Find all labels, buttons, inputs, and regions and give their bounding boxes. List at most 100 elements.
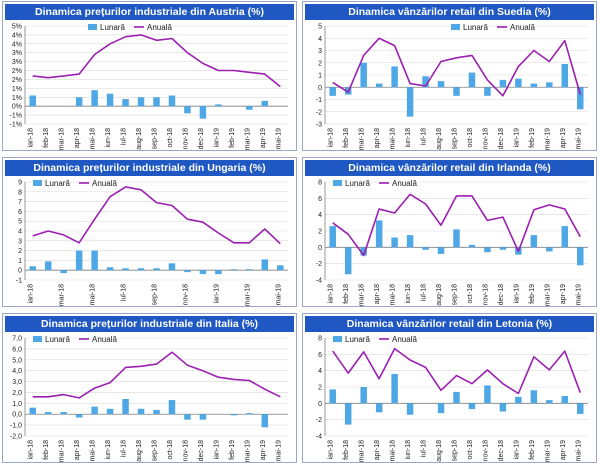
y-tick-label: 4,0: [12, 368, 22, 375]
bar-lunara: [215, 104, 222, 107]
bar-lunara: [406, 87, 414, 117]
bar-lunara: [122, 99, 129, 107]
x-tick-label: mai-19: [575, 284, 582, 306]
x-tick-label: sep-18: [452, 284, 459, 306]
legend-label-lunara: Lunară: [345, 179, 370, 188]
bar-lunara: [561, 226, 569, 248]
y-tick-label: 4: [318, 212, 322, 219]
line-anuala: [332, 193, 581, 257]
bar-lunara: [344, 247, 352, 275]
y-tick-label: -1%: [10, 113, 22, 120]
bar-lunara: [468, 72, 476, 88]
chart-ungaria: -1 0 1 2 3 4 5 6 7 8 9 ian-18 mar-18 mai-18 iul-18 sep-…: [16, 179, 288, 306]
bar-lunara: [499, 403, 507, 412]
legend-label-anuala: Anuală: [92, 179, 117, 188]
y-tick-label: 5: [318, 24, 322, 31]
bar-lunara: [246, 269, 253, 271]
bar-lunara: [261, 414, 269, 428]
x-tick-label: mar-18: [59, 440, 66, 462]
bar-lunara: [577, 87, 584, 110]
x-tick-label: mai-19: [275, 440, 282, 462]
x-tick-label: oct-18: [467, 284, 474, 304]
bar-lunara: [122, 268, 129, 271]
x-tick-label: apr-19: [560, 128, 567, 148]
y-tick-label: -3: [316, 122, 322, 129]
y-tick-label: 0: [18, 268, 22, 275]
x-tick-label: aug-18: [136, 440, 143, 462]
chart-title: Dinamica vânzărilor retail din Letonia (…: [305, 316, 594, 332]
x-tick-label: nov-18: [182, 128, 189, 150]
bar-lunara: [199, 106, 207, 119]
bar-lunara: [199, 414, 207, 420]
bar-lunara: [453, 87, 460, 96]
x-tick-label: feb-19: [529, 128, 536, 148]
x-tick-label: mar-19: [544, 440, 551, 462]
y-tick-label: 8: [18, 189, 22, 196]
x-tick-label: mar-18: [59, 284, 66, 306]
bar-lunara: [246, 413, 253, 415]
x-tick-label: aug-18: [436, 128, 443, 150]
x-tick-label: apr-18: [374, 284, 381, 304]
x-tick-label: iul-18: [121, 440, 128, 457]
bar-lunara: [44, 261, 52, 271]
line-anuala: [32, 351, 281, 399]
x-tick-label: sep-18: [152, 440, 159, 462]
bar-lunara: [406, 235, 414, 248]
x-tick-label: mar-19: [244, 128, 251, 150]
bar-lunara: [577, 247, 584, 266]
x-tick-label: nov-18: [482, 128, 489, 150]
x-tick-label: iul-18: [421, 440, 428, 457]
chart-title: Dinamica prețurilor industriale din Ital…: [5, 316, 294, 332]
bar-lunara: [106, 93, 114, 107]
x-tick-label: dec-18: [498, 128, 505, 150]
bar-lunara: [29, 95, 36, 107]
x-tick-label: ian-18: [28, 128, 35, 148]
legend-label-lunara: Lunară: [463, 23, 488, 32]
chart-title: Dinamica vânzărilor retail din Suedia (%…: [305, 4, 594, 20]
bar-lunara: [360, 387, 367, 404]
bar-lunara: [122, 398, 129, 415]
y-tick-label: 0: [318, 245, 322, 252]
x-tick-label: oct-18: [167, 128, 174, 148]
bar-lunara: [246, 106, 253, 110]
x-tick-label: sep-18: [152, 128, 159, 150]
x-tick-label: oct-18: [167, 440, 174, 460]
y-tick-label: 0: [318, 85, 322, 92]
x-tick-label: apr-18: [374, 440, 381, 460]
x-tick-label: mar-18: [359, 128, 366, 150]
x-tick-label: iun-18: [405, 128, 412, 148]
chart-title: Dinamica prețurilor industriale din Unga…: [5, 160, 294, 176]
bar-lunara: [91, 406, 98, 415]
bar-lunara: [184, 106, 191, 114]
y-tick-label: -1%: [10, 122, 22, 129]
bar-lunara: [406, 403, 414, 415]
x-tick-label: mai-19: [575, 128, 582, 150]
x-tick-label: nov-18: [182, 284, 189, 306]
bar-lunara: [515, 78, 522, 88]
x-tick-label: feb-18: [343, 440, 350, 460]
y-tick-label: 3%: [12, 50, 22, 57]
y-tick-label: 4%: [12, 32, 22, 39]
x-tick-label: iul-18: [421, 128, 428, 145]
chart-italia: -2,0 -1,0 0,0 1,0 2,0 3,0 4,0 5,0 6,0 7,0 ian-18 fe…: [10, 335, 288, 462]
bar-lunara: [484, 385, 491, 404]
x-tick-label: iun-18: [105, 128, 112, 148]
x-tick-label: mai-18: [390, 440, 397, 462]
line-anuala: [332, 347, 582, 395]
y-tick-label: 3: [318, 48, 322, 55]
x-tick-label: feb-19: [529, 284, 536, 304]
bar-lunara: [453, 391, 460, 404]
bar-lunara: [75, 414, 83, 418]
x-tick-label: apr-19: [260, 128, 267, 148]
bar-lunara: [261, 259, 269, 271]
bar-lunara: [391, 66, 398, 88]
y-tick-label: 9: [18, 180, 22, 187]
bar-lunara: [360, 247, 367, 256]
legend-label-lunara: Lunară: [45, 335, 70, 344]
legend-swatch-lunara: [333, 180, 342, 186]
bar-lunara: [422, 76, 429, 88]
x-tick-label: nov-18: [482, 440, 489, 462]
y-tick-label: 1%: [12, 86, 22, 93]
x-tick-label: mai-18: [90, 284, 97, 306]
x-tick-label: mar-18: [359, 284, 366, 306]
